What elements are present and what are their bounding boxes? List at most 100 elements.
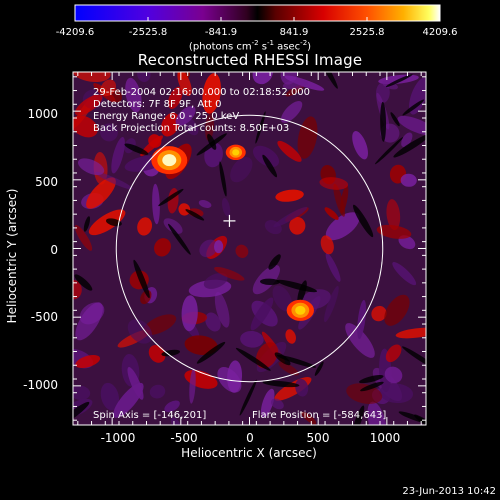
colorbar-gradient bbox=[75, 5, 440, 21]
y-tick-label: -1000 bbox=[23, 378, 58, 392]
negative-structure bbox=[203, 273, 228, 289]
colorbar-frame bbox=[74, 4, 441, 22]
dark-lane bbox=[124, 143, 149, 155]
negative-structure bbox=[325, 252, 341, 282]
x-axis-label: Heliocentric X (arcsec) bbox=[181, 446, 317, 460]
positive-structure bbox=[184, 335, 218, 356]
negative-structure bbox=[181, 295, 198, 332]
positive-structure bbox=[319, 177, 349, 190]
positive-structure bbox=[137, 217, 153, 236]
y-tick-label: 0 bbox=[50, 243, 58, 257]
negative-structure bbox=[345, 323, 375, 358]
positive-structure bbox=[289, 217, 306, 235]
colorbar-label: -4209.6 bbox=[55, 27, 95, 38]
negative-structure bbox=[198, 200, 212, 208]
negative-structure bbox=[100, 382, 120, 411]
x-tick-label: -1000 bbox=[100, 431, 136, 445]
negative-structure bbox=[127, 319, 153, 344]
dark-lane bbox=[276, 279, 318, 293]
positive-structure bbox=[205, 112, 215, 141]
y-tick-label: 1000 bbox=[27, 107, 58, 121]
negative-structure bbox=[189, 368, 196, 404]
positive-structure bbox=[142, 314, 177, 336]
negative-structure bbox=[125, 77, 142, 113]
positive-structure bbox=[285, 329, 296, 344]
dark-lane bbox=[385, 74, 413, 88]
dark-lane bbox=[268, 254, 281, 270]
dark-lane bbox=[314, 361, 324, 376]
negative-structure bbox=[240, 330, 264, 348]
positive-structure bbox=[277, 140, 302, 162]
colorbar-units: (photons cm-2 s-1 asec-2) bbox=[188, 39, 312, 53]
positive-structure bbox=[75, 94, 103, 116]
positive-structure bbox=[376, 224, 412, 239]
source-core bbox=[232, 149, 240, 156]
positive-structure bbox=[346, 383, 383, 405]
negative-structure bbox=[280, 100, 303, 123]
negative-structure bbox=[324, 285, 339, 323]
negative-structure bbox=[175, 106, 196, 126]
positive-structure bbox=[74, 225, 93, 251]
positive-structure bbox=[73, 115, 98, 138]
positive-structure bbox=[73, 280, 82, 300]
positive-structure bbox=[235, 244, 249, 258]
x-tick-label: 1000 bbox=[369, 431, 401, 445]
positive-structure bbox=[385, 344, 402, 363]
negative-structure bbox=[164, 400, 180, 413]
negative-structure bbox=[384, 366, 403, 384]
dark-lane bbox=[185, 209, 205, 221]
dark-lane bbox=[219, 161, 227, 197]
dark-lane bbox=[359, 375, 384, 384]
dark-lane bbox=[374, 137, 404, 165]
dark-lane bbox=[168, 223, 191, 255]
solar-limb-circle bbox=[115, 114, 384, 383]
positive-structure bbox=[178, 203, 191, 216]
dark-lane bbox=[74, 274, 93, 291]
negative-structure bbox=[149, 384, 166, 399]
dark-lane bbox=[360, 381, 384, 392]
colorbar-label: 2525.8 bbox=[349, 27, 385, 38]
spin-axis-label: Spin Axis = [-146,201] bbox=[93, 410, 207, 421]
positive-structure bbox=[255, 342, 279, 369]
dark-lane bbox=[235, 347, 271, 371]
colorbar-label: 841.9 bbox=[279, 27, 309, 38]
negative-structure bbox=[282, 79, 308, 90]
x-tick-label: -500 bbox=[170, 431, 198, 445]
dark-lane bbox=[352, 405, 365, 425]
negative-structure bbox=[100, 123, 118, 142]
dark-lane bbox=[393, 134, 426, 158]
dark-lane bbox=[380, 101, 387, 142]
negative-structure bbox=[137, 72, 151, 82]
plot-title: Reconstructed RHESSI Image bbox=[137, 51, 363, 69]
dark-lane bbox=[402, 346, 426, 371]
negative-structure bbox=[325, 212, 360, 241]
negative-structure bbox=[163, 218, 183, 234]
negative-structure bbox=[214, 291, 230, 328]
positive-structure bbox=[148, 345, 166, 363]
info-detectors: Detectors: 7F 8F 9F, Att 0 bbox=[93, 99, 222, 110]
negative-structure bbox=[73, 385, 91, 401]
dark-lane bbox=[158, 188, 184, 207]
positive-structure bbox=[167, 86, 183, 109]
positive-structure bbox=[320, 235, 334, 255]
bright-source bbox=[151, 146, 188, 175]
colorbar-ticks bbox=[74, 17, 441, 21]
positive-structure bbox=[160, 112, 180, 137]
negative-structure bbox=[352, 131, 368, 160]
negative-structure bbox=[75, 302, 103, 341]
negative-structure bbox=[357, 299, 366, 340]
positive-structure bbox=[324, 207, 339, 220]
positive-structure bbox=[386, 199, 401, 231]
positive-structure bbox=[297, 116, 318, 159]
negative-structure bbox=[221, 197, 231, 217]
negative-structure bbox=[400, 173, 417, 187]
positive-structure bbox=[275, 189, 304, 202]
negative-structure bbox=[205, 312, 221, 332]
negative-structure bbox=[77, 158, 105, 176]
colorbar-label: 4209.6 bbox=[422, 27, 458, 38]
dark-lane bbox=[255, 111, 266, 144]
positive-structure bbox=[100, 79, 117, 97]
dark-lane bbox=[390, 112, 400, 127]
dark-lane bbox=[262, 154, 278, 178]
flare-position-label: Flare Position = [-584,643] bbox=[252, 410, 387, 421]
